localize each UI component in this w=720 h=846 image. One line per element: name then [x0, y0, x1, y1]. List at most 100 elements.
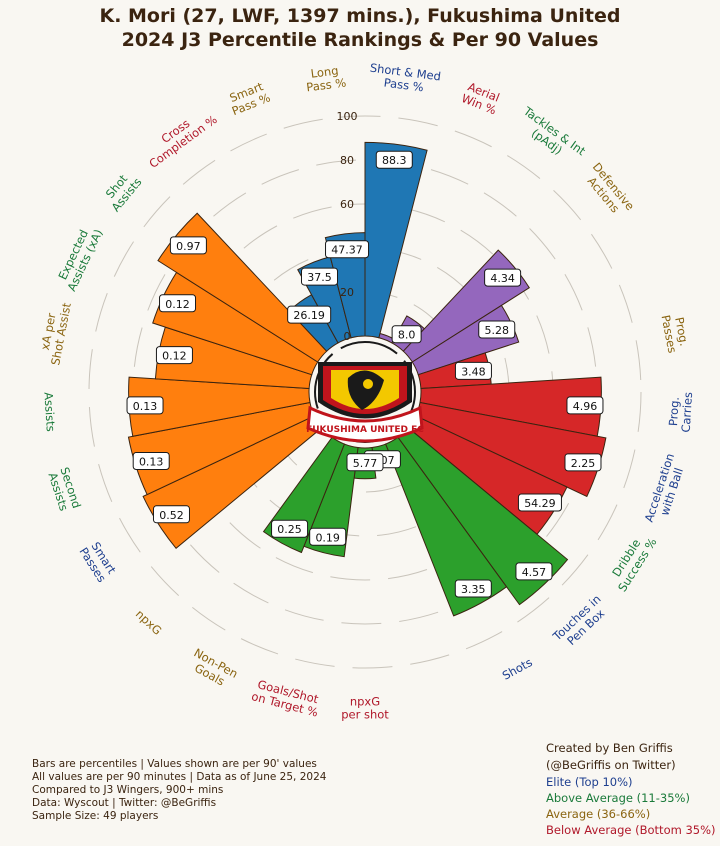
ring-tick-label: 80	[340, 154, 354, 167]
legend-item: Above Average (11-35%)	[546, 791, 690, 805]
footer-notes: Bars are percentiles | Values shown are …	[32, 758, 326, 823]
metric-label-line: Pass %	[305, 75, 347, 94]
bar-10	[384, 436, 508, 617]
metric-label-line: Assists	[41, 392, 57, 432]
footer-note: Sample Size: 49 players	[32, 810, 159, 822]
ring-tick-label: 100	[337, 110, 358, 123]
value-label-text: 37.5	[307, 271, 332, 284]
value-label: 0.52	[152, 505, 190, 524]
metric-label-line: Carries	[679, 392, 696, 433]
value-label-box	[126, 396, 164, 415]
value-label-text: 4.96	[573, 400, 598, 413]
value-label-text: 54.29	[524, 497, 556, 510]
legend-item: Average (36-66%)	[546, 807, 651, 821]
credit-line-2: (@BeGriffis on Twitter)	[546, 758, 676, 772]
value-labels: 88.3 8.0 4.34 5.28 3.48 4.96 2.25 54.29 4.57 3.35…	[126, 150, 604, 598]
ring-tick-label: 0	[344, 330, 351, 343]
value-label-text: 8.0	[398, 329, 416, 342]
club-crest: FUKUSHIMA UNITED FC	[306, 362, 424, 443]
value-label-text: 3.35	[461, 583, 486, 596]
value-label-box	[346, 453, 384, 472]
footer-note: Data: Wyscout | Twitter: @BeGriffis	[32, 797, 217, 809]
footer-note: All values are per 90 minutes | Data as …	[32, 771, 327, 783]
credit: Created by Ben Griffis (@BeGriffis on Tw…	[546, 740, 676, 774]
legend-item: Below Average (Bottom 35%)	[546, 823, 716, 837]
value-label-text: 4.57	[522, 566, 547, 579]
metric-label-line: npxG	[133, 607, 165, 638]
value-label: 0.13	[132, 451, 170, 470]
value-label-text: 0.52	[159, 509, 184, 522]
value-label-text: 0.12	[165, 298, 190, 311]
metric-label: Prog.Carries	[666, 392, 696, 433]
value-label-text: 5.77	[353, 457, 378, 470]
footer-note: Compared to J3 Wingers, 900+ mins	[32, 784, 224, 796]
value-label: 0.25	[271, 519, 309, 538]
metric-label-line: xA per	[38, 312, 59, 352]
value-label: 5.77	[346, 453, 384, 472]
value-label-box	[478, 320, 516, 339]
value-label-text: 0.12	[162, 350, 187, 363]
value-label: 47.37	[325, 240, 370, 259]
value-label-box	[159, 294, 197, 313]
credit-line-1: Created by Ben Griffis	[546, 741, 673, 755]
value-label: 0.12	[155, 346, 193, 365]
value-label-text: 5.28	[484, 324, 509, 337]
metric-label-line: npxG	[350, 695, 380, 709]
metric-label-line: Shots	[500, 655, 535, 683]
metric-label-line: Prog.	[672, 316, 691, 347]
value-label-text: 0.13	[139, 455, 164, 468]
value-label: 37.5	[300, 267, 338, 286]
metric-label-line: per shot	[341, 708, 389, 722]
value-label: 5.28	[478, 320, 516, 339]
value-label-box	[271, 519, 309, 538]
value-label-box	[454, 361, 492, 380]
value-label-box	[309, 527, 347, 546]
value-label-box	[155, 346, 193, 365]
legend-item: Elite (Top 10%)	[546, 775, 633, 789]
title-line-2: 2024 J3 Percentile Rankings & Per 90 Val…	[121, 29, 599, 51]
value-label-text: 0.19	[315, 531, 340, 544]
tier-legend: Elite (Top 10%) Above Average (11-35%) Ave…	[546, 774, 716, 838]
metric-label-line: Prog.	[666, 396, 682, 426]
metric-label: Assists	[41, 392, 57, 432]
value-label-box	[484, 268, 522, 287]
value-label-text: 0.13	[133, 400, 158, 413]
value-label-text: 3.48	[461, 365, 486, 378]
value-label-box	[375, 150, 413, 169]
value-label: 4.34	[484, 268, 522, 287]
metric-label-line: Long	[310, 63, 339, 80]
value-label: 0.97	[169, 236, 207, 255]
value-label: 0.13	[126, 396, 164, 415]
bar-24	[324, 232, 366, 339]
value-label-text: 2.25	[571, 457, 596, 470]
value-label-box	[287, 305, 332, 324]
value-label-box	[152, 505, 190, 524]
metric-label: Tackles & Int(pAdj)	[520, 103, 588, 158]
ring-tick-label: 20	[340, 286, 354, 299]
metric-label: Prog.Passes	[659, 314, 692, 354]
metric-label: npxG	[133, 607, 165, 638]
value-label-text: 4.34	[490, 272, 515, 285]
value-label-text: 26.19	[293, 309, 325, 322]
value-label-box	[391, 325, 422, 344]
value-label-box	[325, 240, 370, 259]
value-label: 26.19	[287, 305, 332, 324]
title-line-1: K. Mori (27, LWF, 1397 mins.), Fukushima…	[99, 5, 621, 27]
value-label: 8.0	[391, 325, 422, 344]
chart-title: K. Mori (27, LWF, 1397 mins.), Fukushima…	[0, 4, 720, 52]
value-label-box	[300, 267, 338, 286]
value-label-box	[132, 451, 170, 470]
